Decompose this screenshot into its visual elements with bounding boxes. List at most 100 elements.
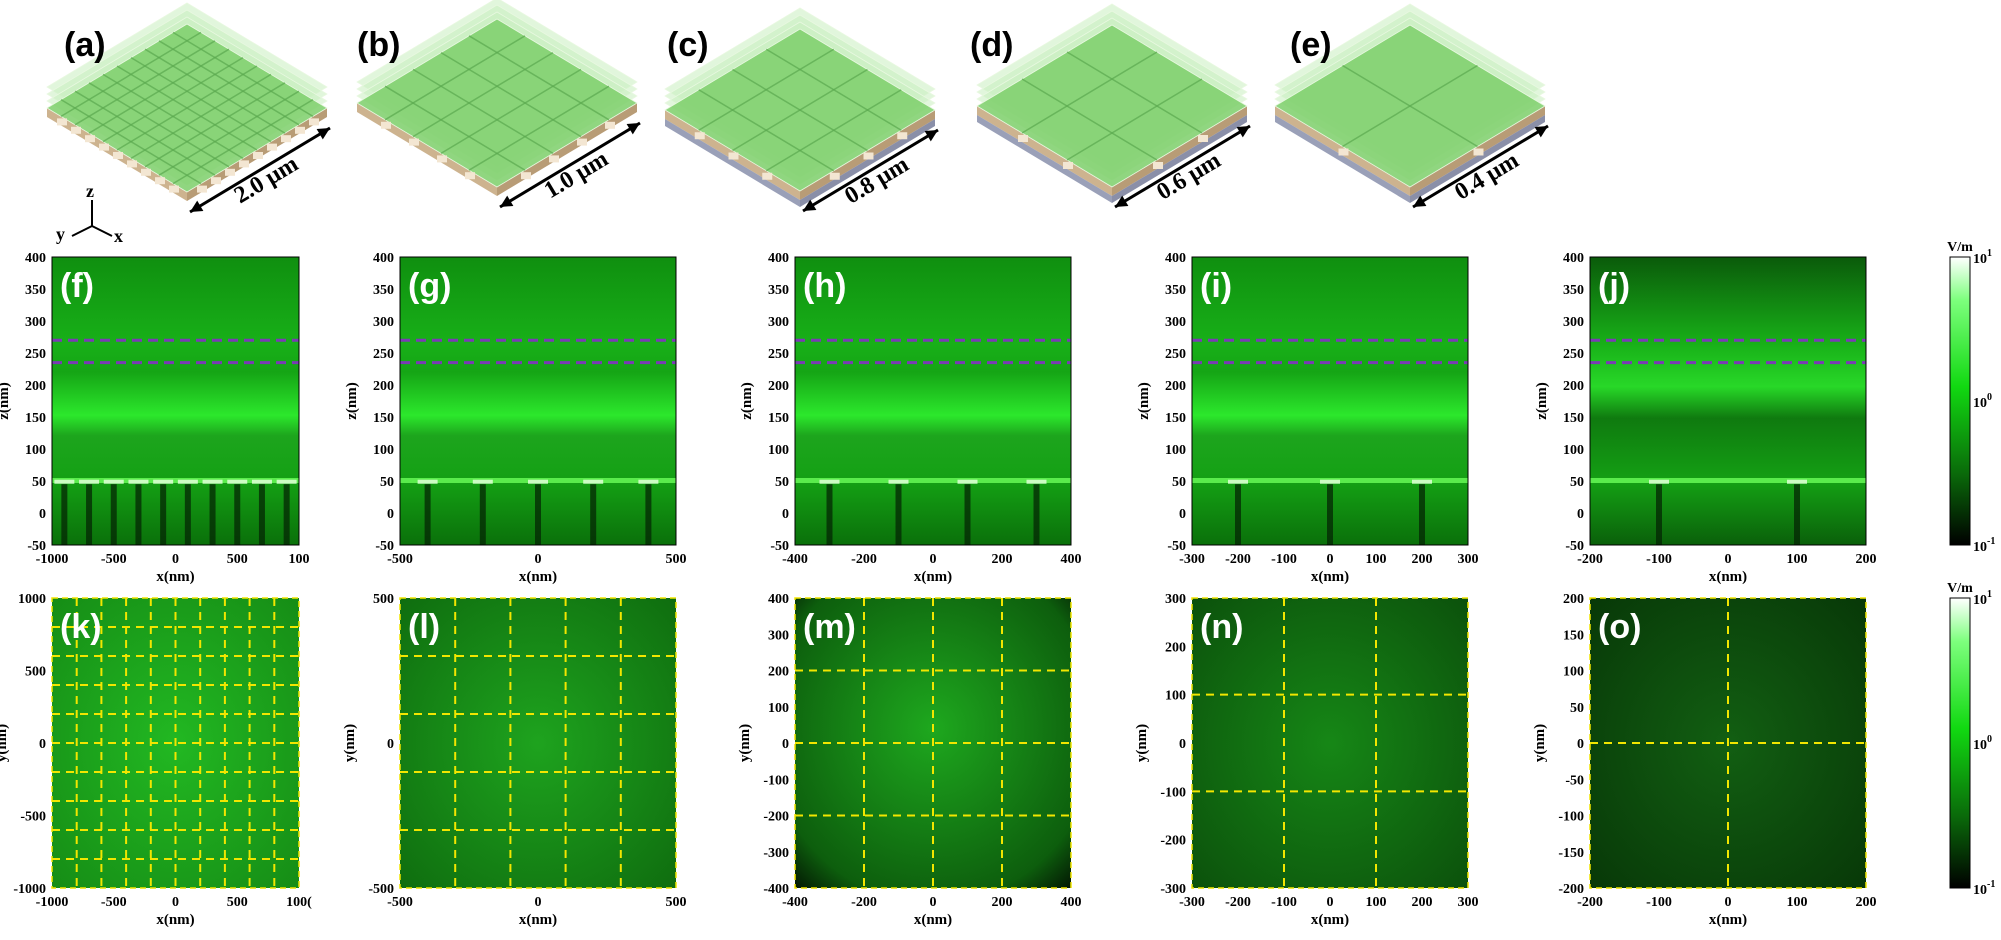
x-tick-label: 400 <box>1061 552 1082 567</box>
field-shadow-column <box>424 484 431 545</box>
y-tick-label: 200 <box>768 665 789 680</box>
x-tick-label: 200 <box>1856 895 1877 910</box>
pillar <box>71 126 81 134</box>
y-tick-label: 0 <box>782 737 789 752</box>
x-tick-label: 200 <box>1412 552 1433 567</box>
pillar <box>1473 148 1484 156</box>
schematic-4: 0.4 μm <box>1274 3 1549 209</box>
schematic-1: 1.0 μm <box>356 0 641 209</box>
z-axis-title: z(nm) <box>1534 382 1550 420</box>
pillar <box>155 177 165 185</box>
pillar <box>605 121 615 129</box>
z-tick-label: 200 <box>768 379 789 394</box>
pillar <box>1153 162 1163 169</box>
z-tick-label: 0 <box>1577 507 1584 522</box>
top-view-panel-1: (l) 500 0 -500 y(nm) -500 0 500 x(nm) <box>342 592 687 928</box>
base-left-face <box>977 115 1112 203</box>
base-left-face <box>1275 115 1410 203</box>
z-tick-label: 300 <box>1165 315 1186 330</box>
x-tick-label: -100 <box>1646 895 1672 910</box>
x-tick-label: 100 <box>1366 552 1387 567</box>
hotspot <box>128 479 149 484</box>
z-tick-label: 300 <box>373 315 394 330</box>
y-axis-title: y(nm) <box>1532 724 1548 762</box>
y-tick-label: 50 <box>1570 701 1584 716</box>
field-shadow-column <box>1033 484 1040 545</box>
x-tick-label: 0 <box>1725 895 1732 910</box>
colorbar-tick-label: 101 <box>1973 248 1992 267</box>
z-tick-label: -50 <box>770 539 789 554</box>
colorbar-scale <box>1949 256 1971 546</box>
z-tick-label: 100 <box>768 443 789 458</box>
hotspot <box>819 479 840 484</box>
pillar <box>897 132 908 140</box>
field-shadow-column <box>535 484 541 545</box>
x-tick-label: 200 <box>992 552 1013 567</box>
tick-exponent: 0 <box>1987 392 1992 403</box>
y-tick-label: -100 <box>763 773 789 788</box>
x-tick-label: 0 <box>1327 552 1334 567</box>
side-view-panel-0: (f)400350300250200150100500-50z(nm)-1000… <box>0 251 310 585</box>
x-tick-label: 100 <box>1787 552 1808 567</box>
substrate-left-face <box>357 103 497 196</box>
hotspot <box>276 479 297 484</box>
pillar <box>829 172 840 180</box>
field-shadow-column <box>826 484 833 545</box>
field-shadow-column <box>1419 484 1425 545</box>
tick-base: 10 <box>1973 540 1987 555</box>
pillar <box>762 172 773 180</box>
y-tick-label: 300 <box>1165 592 1186 607</box>
colorbar-tick-label: 10-1 <box>1973 536 1995 555</box>
z-tick-label: 250 <box>1165 347 1186 362</box>
schematic-2: 0.8 μm <box>664 7 939 213</box>
hotspot <box>1649 479 1669 484</box>
x-axis-label: x <box>114 226 123 246</box>
hotspot <box>583 479 604 484</box>
z-tick-label: 0 <box>387 507 394 522</box>
panel-label-top: (d) <box>970 26 1013 64</box>
x-tick-label: -100 <box>1271 552 1297 567</box>
z-tick-label: 0 <box>1179 507 1186 522</box>
grid-line <box>1021 78 1158 161</box>
substrate-right-face <box>497 103 637 196</box>
y-axis-title: y(nm) <box>737 724 753 762</box>
tick-exponent: 1 <box>1987 248 1992 259</box>
arrow-head <box>1413 195 1427 207</box>
y-tick-label: 0 <box>387 737 394 752</box>
axes-frame <box>1191 597 1469 889</box>
z-tick-label: 150 <box>768 411 789 426</box>
panel-label-top: (b) <box>357 26 400 64</box>
y-tick-label: -100 <box>1160 785 1186 800</box>
pillar <box>85 135 95 143</box>
y-axis-arrow <box>71 225 93 237</box>
y-tick-label: -1000 <box>13 882 46 897</box>
field-shadow-column <box>234 484 241 545</box>
pillar <box>239 160 249 168</box>
z-tick-label: 300 <box>768 315 789 330</box>
panel-label-bottom: (l) <box>408 608 440 646</box>
z-tick-label: 0 <box>39 507 46 522</box>
grid-line <box>1342 64 1478 148</box>
z-tick-label: 100 <box>1563 443 1584 458</box>
grid-line <box>468 35 610 121</box>
z-tick-label: 150 <box>373 411 394 426</box>
pillar <box>465 172 475 180</box>
x-axis-title: x(nm) <box>156 912 194 928</box>
hotspot <box>227 479 248 484</box>
axes-frame <box>1191 256 1469 546</box>
y-tick-label: 200 <box>1563 592 1584 607</box>
x-tick-label: -200 <box>1225 895 1251 910</box>
field-shadow-column <box>283 484 290 545</box>
z-axis-title: z(nm) <box>739 382 755 420</box>
x-tick-label: 0 <box>535 895 542 910</box>
x-axis-title: x(nm) <box>519 569 557 585</box>
field-shadow-column <box>110 484 117 545</box>
z-axis-title: z(nm) <box>0 382 12 420</box>
x-tick-label: -200 <box>1225 552 1251 567</box>
field-map <box>1192 598 1468 888</box>
z-tick-label: 350 <box>25 283 46 298</box>
field-map <box>795 257 1071 545</box>
tick-base: 10 <box>1973 883 1987 898</box>
axes-frame <box>794 256 1072 546</box>
